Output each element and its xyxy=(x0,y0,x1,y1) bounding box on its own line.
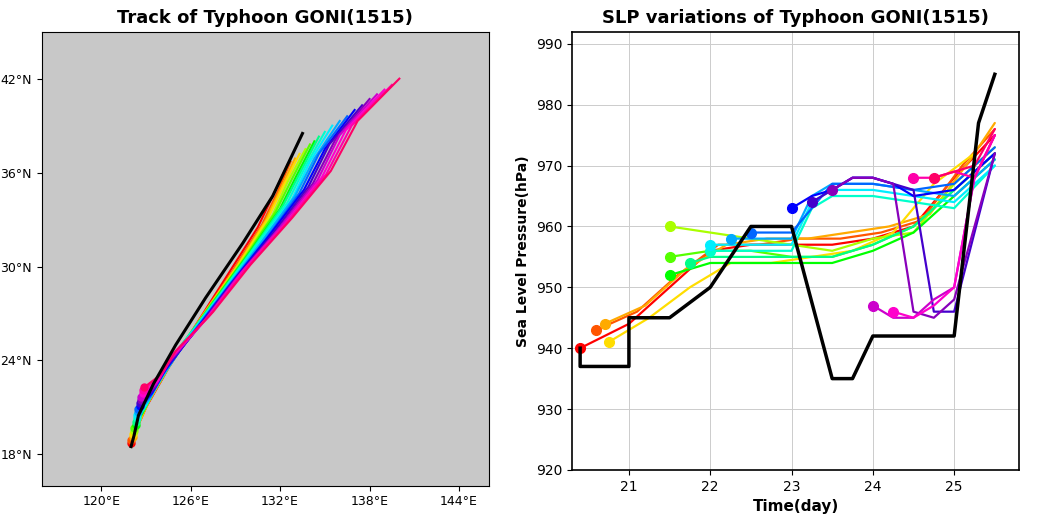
Title: Track of Typhoon GONI(1515): Track of Typhoon GONI(1515) xyxy=(118,10,413,27)
Title: SLP variations of Typhoon GONI(1515): SLP variations of Typhoon GONI(1515) xyxy=(602,10,989,27)
X-axis label: Time(day): Time(day) xyxy=(753,499,838,514)
Y-axis label: Sea Level Pressure(hPa): Sea Level Pressure(hPa) xyxy=(516,155,530,346)
